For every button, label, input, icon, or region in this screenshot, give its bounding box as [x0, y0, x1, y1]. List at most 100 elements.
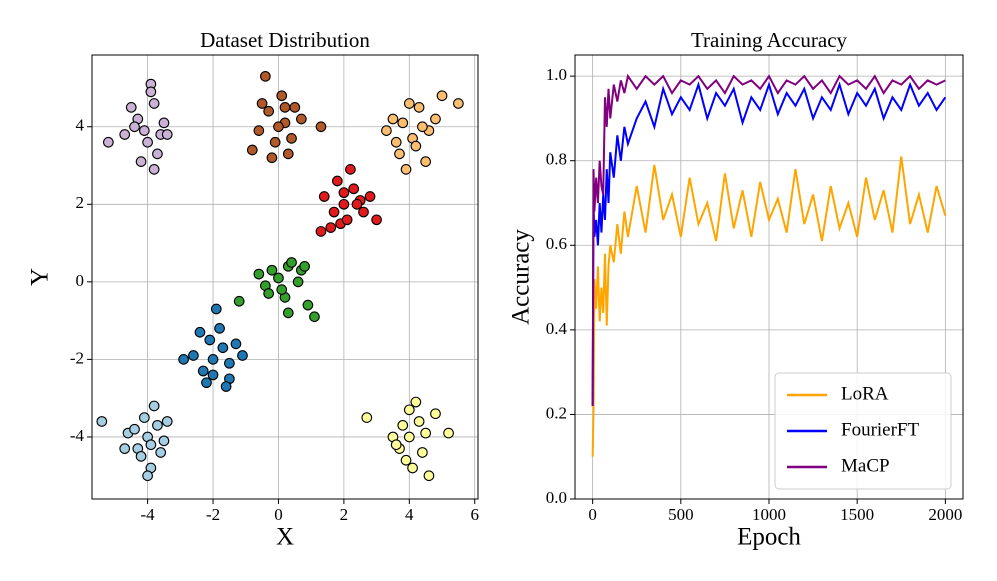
y-tick-label: 0.6	[546, 234, 567, 253]
point	[403, 98, 415, 109]
point	[135, 156, 147, 167]
point	[387, 113, 399, 125]
line	[591, 81, 947, 406]
point	[161, 129, 173, 140]
point	[269, 136, 281, 148]
point	[371, 214, 382, 226]
point	[161, 416, 173, 427]
point	[328, 206, 340, 218]
point	[410, 140, 422, 152]
y-tick-label: -4	[70, 426, 85, 445]
x-tick-label: 0	[588, 505, 597, 524]
point	[138, 125, 150, 136]
point	[230, 338, 242, 350]
x-tick-label: 4	[405, 505, 414, 524]
point	[152, 419, 163, 431]
point	[129, 121, 140, 133]
x-tick-label: 2	[340, 505, 349, 524]
y-tick-label: 0.0	[546, 488, 567, 507]
legend-label: MaCP	[841, 455, 890, 476]
x-axis-label: Epoch	[737, 524, 801, 551]
point	[358, 206, 369, 218]
point	[148, 98, 160, 109]
point	[266, 152, 278, 164]
point	[224, 357, 235, 369]
point	[361, 412, 373, 423]
line	[591, 156, 947, 457]
chart-title: Training Accuracy	[691, 28, 848, 52]
point	[276, 90, 288, 102]
point	[381, 125, 392, 136]
point	[423, 470, 435, 482]
point	[289, 101, 301, 113]
point	[403, 431, 415, 443]
point	[152, 148, 163, 160]
plot-area	[591, 73, 947, 457]
point	[318, 191, 330, 202]
point	[309, 311, 320, 323]
point	[204, 334, 216, 346]
axes-frame	[91, 54, 479, 500]
point	[217, 342, 229, 354]
point	[138, 412, 150, 423]
point	[407, 462, 418, 474]
x-tick-label: -4	[141, 505, 156, 524]
point	[279, 101, 291, 113]
point	[394, 148, 405, 160]
point	[420, 156, 432, 167]
point	[397, 117, 409, 129]
point	[348, 183, 360, 195]
y-tick-label: 0	[76, 271, 85, 290]
point	[260, 70, 271, 82]
point	[420, 427, 432, 439]
point	[142, 470, 153, 482]
point	[397, 419, 409, 431]
y-tick-label: 0.2	[546, 403, 567, 422]
point	[315, 121, 327, 133]
point	[188, 350, 199, 361]
point	[315, 226, 327, 237]
point	[207, 354, 219, 365]
axes-frame	[574, 54, 964, 500]
point	[403, 404, 415, 416]
point	[282, 307, 294, 319]
point	[341, 214, 353, 226]
y-axis-label: Y	[27, 268, 54, 286]
y-tick-label: 2	[76, 193, 85, 212]
point	[292, 276, 304, 288]
point	[351, 198, 363, 210]
point	[233, 295, 245, 307]
point	[148, 164, 160, 175]
point	[201, 377, 212, 389]
point	[158, 117, 170, 129]
point	[96, 416, 108, 427]
point	[155, 447, 167, 458]
point	[145, 439, 157, 451]
point	[325, 222, 337, 233]
point	[125, 101, 137, 113]
point	[390, 136, 402, 148]
y-tick-label: 4	[76, 116, 85, 135]
point	[364, 191, 376, 202]
point	[246, 144, 258, 156]
point	[253, 268, 265, 280]
point	[453, 98, 464, 109]
point	[273, 272, 284, 284]
point	[194, 326, 206, 338]
point	[148, 400, 160, 412]
point	[299, 260, 310, 272]
x-tick-label: 0	[274, 505, 283, 524]
point	[135, 450, 147, 462]
point	[345, 164, 356, 175]
point	[436, 90, 448, 102]
point	[338, 187, 350, 199]
point	[286, 133, 297, 144]
y-tick-label: 0.8	[546, 150, 567, 169]
y-tick-label: -2	[70, 348, 84, 367]
point	[256, 98, 268, 109]
plot-area	[96, 70, 464, 482]
point	[197, 365, 209, 377]
point	[276, 284, 288, 295]
x-tick-label: -2	[206, 505, 220, 524]
